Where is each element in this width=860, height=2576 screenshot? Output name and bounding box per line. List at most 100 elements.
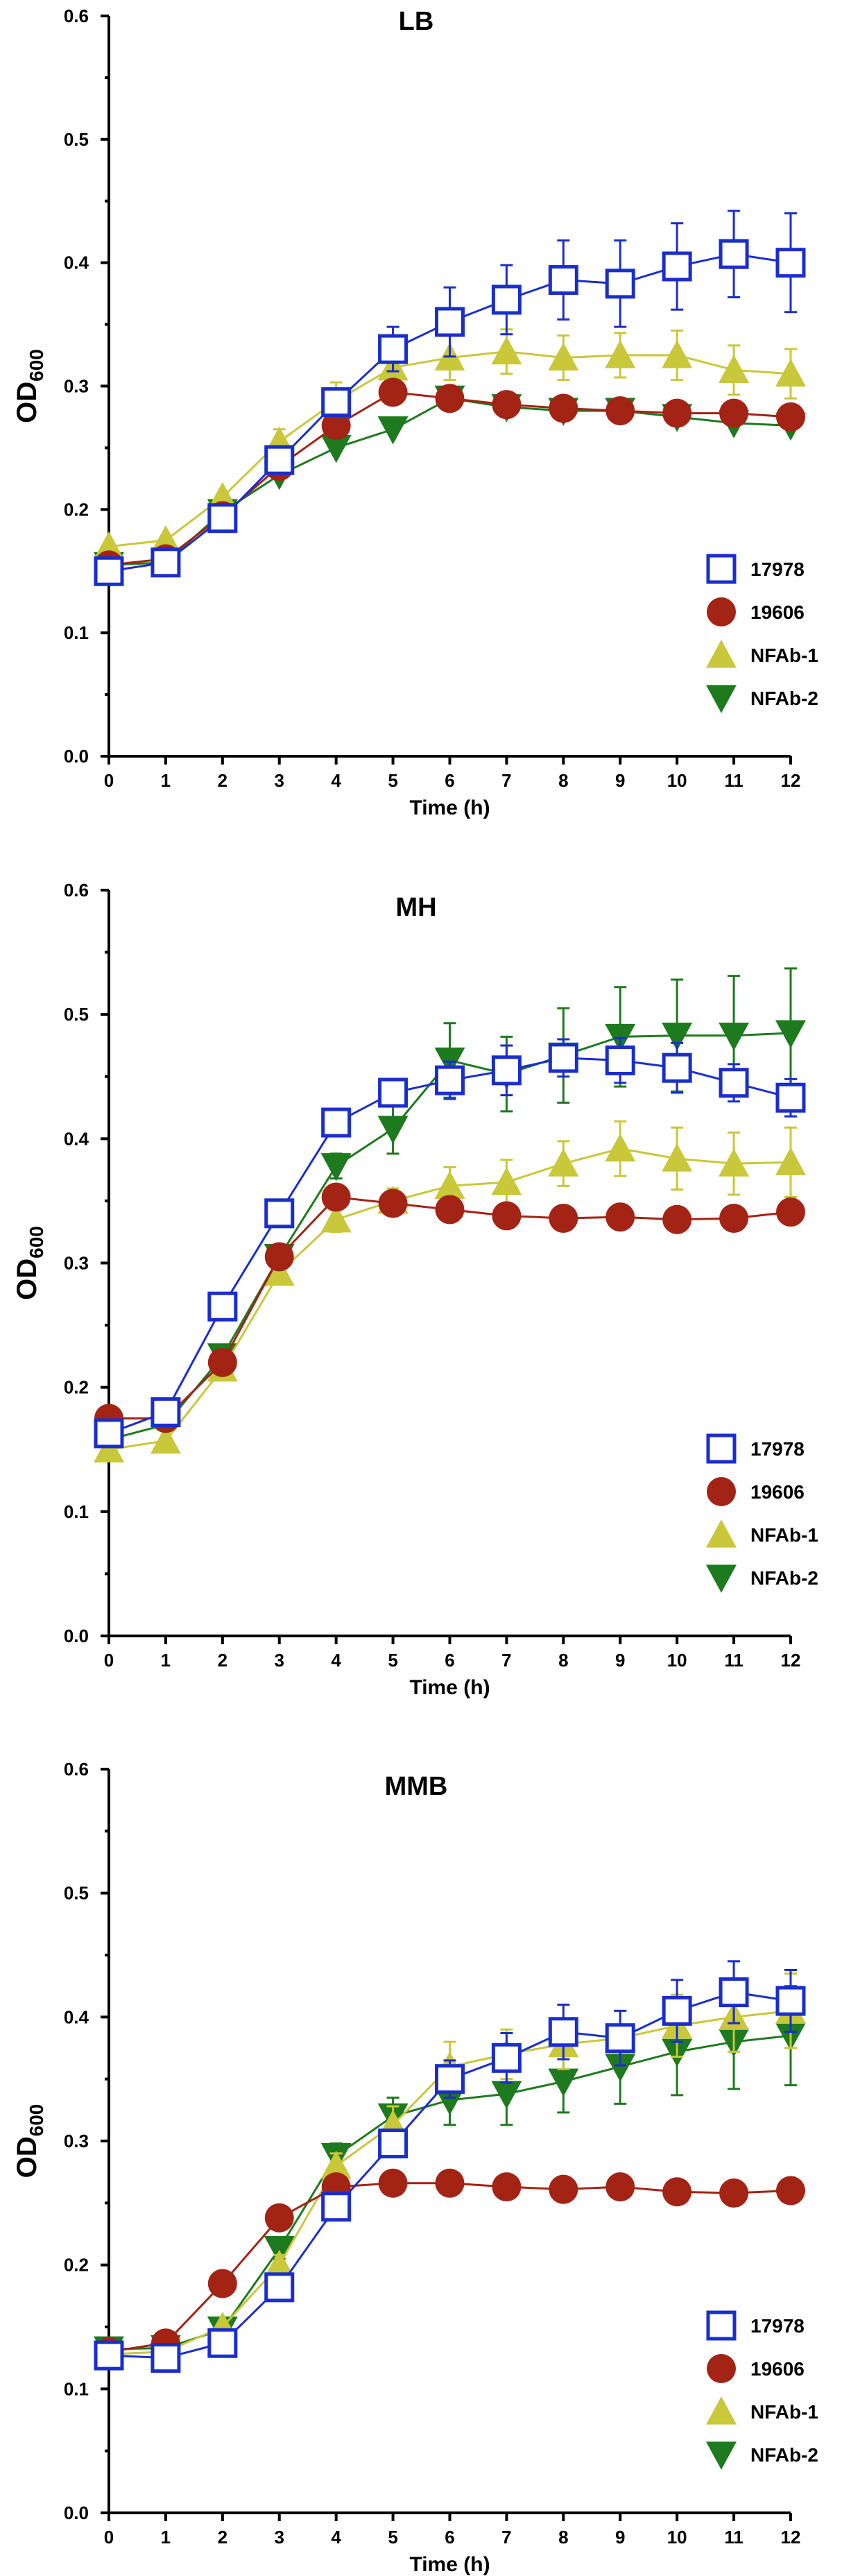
data-point — [491, 336, 522, 365]
data-point — [378, 2129, 409, 2159]
x-tick-label: 3 — [275, 1650, 284, 1671]
data-point — [491, 1167, 522, 1195]
data-point — [264, 2203, 294, 2233]
data-point — [548, 2068, 579, 2097]
x-tick-label: 2 — [218, 1650, 227, 1671]
data-point — [605, 1133, 636, 1162]
x-tick-label: 11 — [724, 2527, 743, 2548]
data-point — [94, 531, 124, 560]
legend: 17978 19606 NFAb-1 NFAb-2 — [706, 1433, 818, 1593]
data-point — [549, 1204, 578, 1233]
data-point — [435, 2064, 465, 2095]
y-tick-label: 0.0 — [64, 746, 89, 767]
data-point — [378, 1188, 408, 1218]
data-point — [719, 2178, 749, 2208]
data-point — [264, 2249, 295, 2278]
x-tick-label: 9 — [615, 2527, 625, 2548]
data-point — [662, 251, 692, 282]
data-point — [775, 1020, 806, 1048]
chart-panel-lb: 0.00.10.20.30.40.50.60 1 2 3 4 5 6 7 8 9 10 11 12Tim… — [12, 6, 818, 819]
data-point — [775, 248, 806, 278]
x-tick-label: 0 — [104, 770, 114, 791]
y-axis-title: OD600 — [12, 1226, 47, 1300]
y-tick-label: 0.0 — [64, 2502, 89, 2523]
data-point — [378, 2168, 408, 2198]
series-17978 — [94, 1037, 806, 1449]
legend-marker — [707, 1477, 736, 1506]
x-tick-label: 7 — [501, 770, 511, 791]
data-point — [207, 503, 238, 534]
data-point — [548, 342, 579, 371]
data-point — [662, 1995, 692, 2026]
y-tick-label: 0.4 — [64, 253, 89, 273]
data-point — [491, 2042, 522, 2073]
data-point — [605, 396, 635, 426]
data-point — [264, 1242, 294, 1272]
data-point — [320, 434, 352, 463]
x-tick-label: 1 — [161, 770, 171, 791]
data-point — [548, 1148, 579, 1177]
data-point — [321, 411, 351, 441]
x-tick-label: 1 — [161, 1650, 171, 1671]
legend-label: 17978 — [750, 2315, 805, 2337]
y-tick-label: 0.1 — [64, 2378, 89, 2399]
y-tick-label: 0.4 — [64, 2006, 89, 2027]
data-point — [492, 390, 522, 420]
x-tick-label: 9 — [615, 1650, 625, 1671]
data-point — [150, 547, 181, 578]
data-point — [719, 239, 749, 269]
x-tick-label: 6 — [445, 1650, 454, 1671]
data-point — [719, 1204, 749, 1233]
data-point — [207, 1291, 238, 1322]
legend-label: 17978 — [750, 1438, 805, 1460]
x-tick-label: 0 — [104, 1650, 114, 1671]
series-19606 — [94, 377, 805, 580]
chart-title: MH — [395, 893, 436, 922]
y-axis-title: OD600 — [12, 2104, 47, 2178]
data-point — [491, 284, 522, 315]
data-point — [435, 307, 465, 337]
legend-marker — [706, 640, 737, 668]
legend-label: NFAb-1 — [750, 645, 818, 666]
legend-label: 19606 — [750, 2358, 805, 2380]
y-tick-label: 0.0 — [64, 1626, 89, 1646]
data-point — [435, 2168, 465, 2198]
series-nfab-1 — [94, 1120, 806, 1462]
legend-label: 19606 — [750, 1481, 805, 1503]
y-tick-label: 0.2 — [64, 2255, 89, 2276]
data-point — [605, 1045, 635, 1075]
data-point — [662, 1143, 693, 1172]
data-point — [435, 1195, 465, 1225]
data-point — [776, 1197, 805, 1227]
series-17978 — [94, 1960, 806, 2373]
chart-panel-mh: 0.00.10.20.30.40.50.60 1 2 3 4 5 6 7 8 9 10 11 12Tim… — [12, 880, 818, 1699]
x-tick-label: 1 — [161, 2527, 171, 2548]
data-point — [662, 1023, 693, 1051]
legend-marker — [706, 554, 737, 584]
data-point — [719, 1068, 749, 1098]
legend-label: NFAb-2 — [750, 688, 818, 709]
series-17978 — [94, 210, 806, 586]
legend-label: NFAb-1 — [750, 2401, 818, 2423]
data-point — [264, 1257, 295, 1286]
data-point — [264, 1198, 295, 1229]
data-point — [94, 1434, 124, 1462]
data-point — [775, 1147, 806, 1175]
x-tick-label: 4 — [331, 1650, 341, 1671]
data-point — [605, 2023, 635, 2054]
x-tick-label: 8 — [558, 1650, 568, 1671]
x-tick-label: 2 — [218, 2527, 227, 2548]
data-point — [150, 1397, 181, 1427]
data-point — [320, 1153, 352, 1182]
data-point — [435, 384, 465, 413]
x-tick-label: 0 — [104, 2527, 114, 2548]
y-tick-label: 0.4 — [64, 1128, 89, 1149]
x-tick-label: 5 — [388, 770, 397, 791]
data-point — [719, 1148, 750, 1177]
data-point — [378, 334, 409, 364]
data-point — [207, 2269, 237, 2298]
data-point — [662, 2177, 692, 2207]
data-point — [321, 1182, 351, 1212]
legend-label: NFAb-1 — [750, 1524, 818, 1546]
legend-marker — [706, 2441, 737, 2470]
